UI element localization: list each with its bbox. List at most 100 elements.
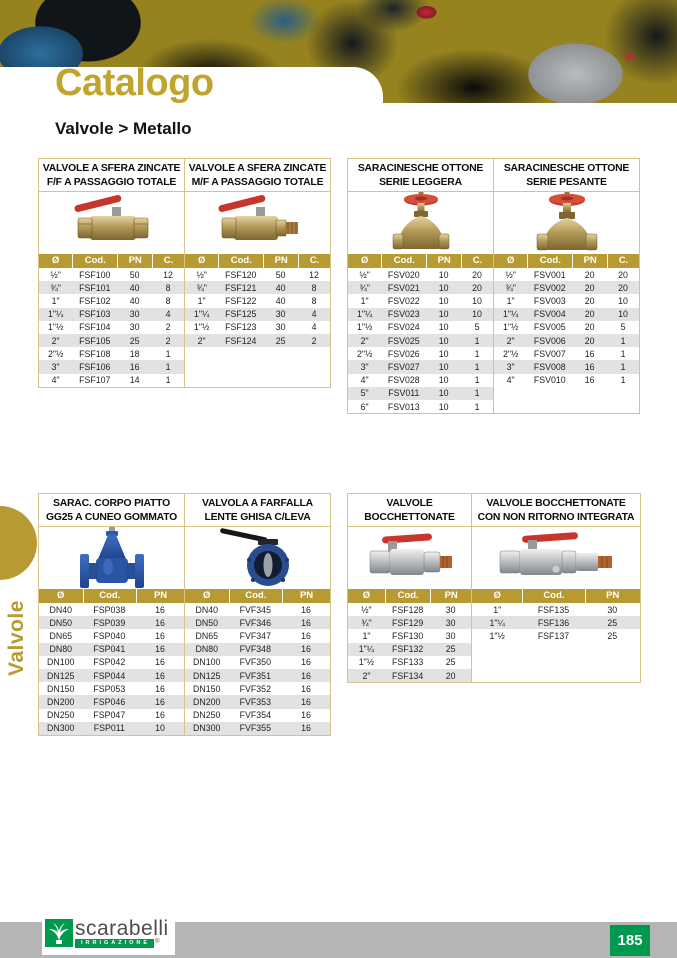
- table-cell: 30: [445, 604, 456, 615]
- table-cell: 6": [360, 401, 369, 412]
- table-header: Ø Cod. PN C.: [39, 254, 184, 269]
- table-cell: 16: [301, 696, 311, 707]
- table-row: DN300 FVF355 16: [185, 721, 330, 735]
- table-title: VALVOLE A SFERA ZINCATE F/F A PASSAGGIO T…: [39, 159, 184, 193]
- table-cell: 1: [620, 375, 626, 386]
- table-row: 2" FSF134 20: [348, 668, 471, 683]
- column-header: PN: [584, 589, 640, 604]
- column-header: Ø: [360, 255, 369, 267]
- table-sfera-mf: VALVOLE A SFERA ZINCATE M/F A PASSAGGIO T…: [184, 159, 330, 387]
- table-cell: DN300: [47, 723, 75, 734]
- table-row: 1"¼ FSV004 20 10: [494, 307, 639, 321]
- table-cell: 5: [620, 322, 626, 333]
- table-cell: 12: [163, 269, 173, 280]
- table-cell: DN40: [195, 604, 219, 615]
- table-row: ¾" FSV021 10 20: [348, 281, 493, 295]
- table-cell: 2": [360, 335, 369, 346]
- table-row: DN125 FVF351 16: [185, 668, 330, 683]
- table-cell: 4": [51, 375, 60, 386]
- table-cell: FSF106: [79, 361, 111, 372]
- table-cell: FSF122: [225, 296, 257, 306]
- table-cell: 8: [311, 296, 317, 306]
- table-title: SARACINESCHE OTTONE SERIE PESANTE: [494, 159, 639, 193]
- table-cell: FSP041: [93, 644, 126, 655]
- table-pair-bocchettonate: VALVOLE BOCCHETTONATE Ø Cod. PN: [347, 493, 641, 684]
- table-cell: 2: [311, 335, 317, 346]
- table-cell: FSF107: [79, 375, 111, 386]
- page-title: Catalogo: [55, 62, 214, 104]
- table-cell: FSP040: [93, 631, 126, 641]
- table-cell: 4: [165, 309, 171, 320]
- table-cell: 1: [474, 401, 480, 412]
- table-cell: 10: [472, 309, 482, 320]
- column-header: Ø: [57, 590, 65, 602]
- table-cell: 10: [438, 348, 449, 359]
- table-cell: 2"½: [356, 348, 373, 359]
- table-cell: FVF350: [239, 657, 271, 668]
- table-pair-saracinesche: SARACINESCHE OTTONE SERIE LEGGERA Ø Cod.: [347, 158, 640, 415]
- table-cell: 16: [301, 670, 311, 681]
- logo-subtitle: IRRIGAZIONE: [75, 938, 155, 948]
- table-row: 2" FSV025 10 1: [348, 333, 493, 348]
- table-header: Ø Cod. PN: [185, 589, 330, 604]
- table-cell: 1: [165, 375, 171, 386]
- column-header: Ø: [203, 590, 211, 602]
- table-cell: 40: [275, 296, 286, 306]
- table-cell: FSP011: [93, 723, 125, 734]
- scarabelli-logo: scarabelli IRRIGAZIONE ®: [42, 911, 175, 955]
- column-header: PN: [572, 254, 607, 269]
- table-cell: FVF351: [239, 670, 271, 681]
- table-cell: FSV024: [387, 322, 420, 333]
- table-cell: 16: [155, 710, 165, 721]
- table-cell: 1"¼: [502, 309, 519, 320]
- table-cell: 12: [309, 269, 319, 280]
- table-cell: 1: [474, 375, 480, 386]
- table-cell: FSV026: [387, 348, 420, 359]
- fountain-icon: [45, 919, 73, 947]
- table-cell: 20: [618, 269, 628, 280]
- table-cell: 25: [275, 335, 286, 346]
- table-cell: 1: [620, 335, 626, 346]
- ball-valve-mf-image: [185, 192, 330, 254]
- table-cell: FSF103: [79, 309, 111, 320]
- table-cell: 25: [607, 631, 618, 641]
- table-cell: 1"¼: [193, 309, 210, 320]
- table-cell: 50: [275, 269, 286, 280]
- table-cell: 20: [584, 322, 595, 333]
- table-row: ½" FSV020 10 20: [348, 268, 493, 281]
- table-cell: FSV025: [387, 335, 420, 346]
- table-row: 1"½ FSF137 25: [472, 629, 640, 642]
- table-cell: 1"½: [47, 322, 64, 333]
- table-cell: FSF100: [79, 269, 111, 280]
- table-title: VALVOLA A FARFALLA LENTE GHISA C/LEVA: [185, 494, 330, 528]
- table-cell: 2: [165, 335, 171, 346]
- table-cell: 16: [129, 361, 140, 372]
- table-cell: 1"¼: [358, 644, 375, 655]
- table-cell: ½": [505, 269, 516, 280]
- table-body: DN40 FSP038 16 DN50 FSP039 16 DN65 FSP040 16 DN80…: [39, 603, 184, 735]
- table-cell: 8: [165, 282, 171, 293]
- table-cell: FSF123: [225, 322, 257, 333]
- table-cell: 25: [445, 657, 456, 668]
- table-cell: 1"½: [356, 322, 373, 333]
- table-cell: FSV004: [533, 309, 566, 320]
- table-cell: 20: [584, 296, 595, 306]
- logo-wordmark: scarabelli: [75, 916, 169, 940]
- table-row: 6" FSV013 10 1: [348, 400, 493, 413]
- table-cell: FSV008: [533, 361, 566, 372]
- table-row: 2"½ FSV007 16 1: [494, 347, 639, 360]
- sidebar-tab-valvole[interactable]: Valvole: [5, 600, 28, 676]
- column-header: Cod.: [381, 254, 426, 269]
- table-cell: ¾": [361, 617, 372, 628]
- table-row: 2" FSF124 25 2: [185, 333, 330, 348]
- table-cell: DN40: [49, 604, 73, 615]
- table-cell: FVF346: [239, 617, 271, 628]
- table-cell: DN100: [47, 657, 75, 668]
- table-cell: ½": [359, 269, 370, 280]
- table-cell: 10: [438, 282, 449, 293]
- table-cell: 16: [155, 696, 165, 707]
- table-cell: FSF135: [537, 604, 570, 615]
- table-cell: FSV007: [533, 348, 566, 359]
- table-header: Ø Cod. PN: [472, 589, 640, 604]
- table-title: VALVOLE BOCCHETTONATE CON NON RITORNO INT…: [472, 494, 640, 528]
